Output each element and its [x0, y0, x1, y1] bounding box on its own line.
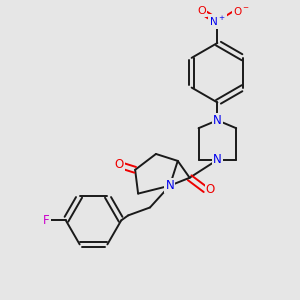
Text: N: N [213, 153, 222, 167]
Text: O: O [197, 6, 206, 16]
Text: F: F [43, 214, 50, 227]
Text: N: N [213, 114, 222, 127]
Text: O$^-$: O$^-$ [233, 5, 250, 17]
Text: O: O [206, 183, 215, 196]
Text: N$^+$: N$^+$ [209, 15, 226, 28]
Text: O: O [115, 158, 124, 171]
Text: N: N [165, 179, 174, 192]
